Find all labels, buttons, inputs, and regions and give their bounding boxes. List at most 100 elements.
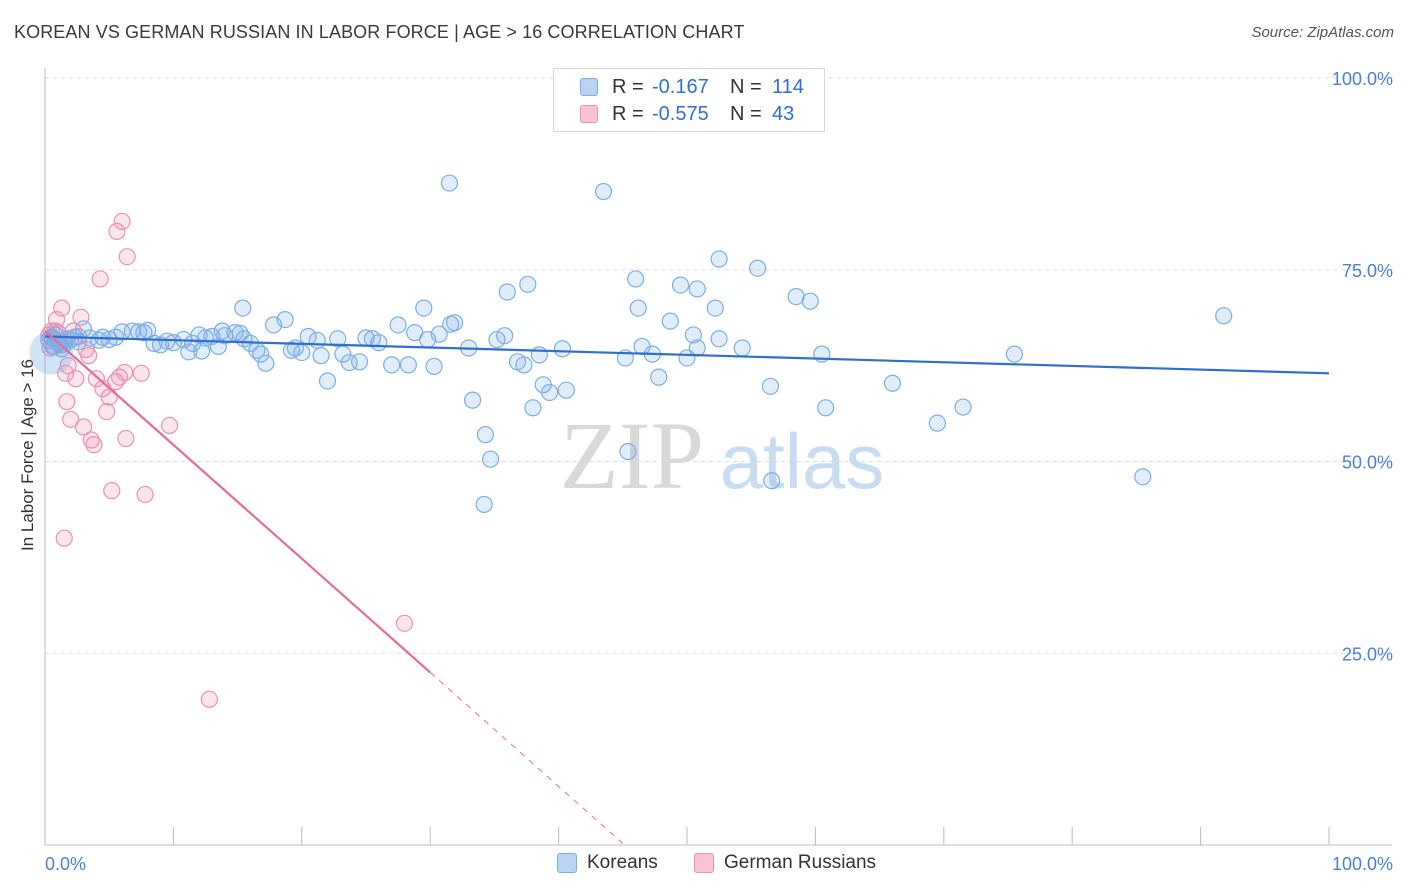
koreans-point — [954, 398, 972, 416]
german-russians-legend-swatch — [694, 853, 714, 873]
legend-r-value: -0.167 — [652, 75, 709, 98]
koreans-point — [710, 330, 728, 348]
watermark-atlas: atlas — [720, 417, 885, 505]
legend-r-label: R = — [612, 75, 644, 98]
koreans-point — [389, 316, 407, 334]
series-legend: Koreans German Russians — [0, 852, 1406, 878]
koreans-point — [53, 340, 71, 358]
german-russians-point — [58, 393, 76, 411]
koreans-point — [476, 426, 495, 444]
koreans-point — [399, 356, 417, 374]
koreans-point — [629, 299, 647, 317]
koreans-point — [627, 270, 645, 288]
german-russians-point — [87, 370, 105, 388]
y-tick-label: 50.0% — [1342, 453, 1393, 473]
y-tick-label: 100.0% — [1332, 69, 1393, 89]
koreans-point — [496, 327, 514, 345]
koreans-point — [688, 280, 706, 298]
x-tick-label: 0.0% — [45, 854, 86, 874]
german-russians-point — [103, 482, 121, 500]
german-russians-trend-line — [44, 330, 431, 674]
koreans-point — [180, 343, 198, 361]
legend-r-value: -0.575 — [652, 102, 709, 125]
koreans-point — [684, 326, 703, 344]
german-russians-point — [117, 429, 135, 448]
koreans-point — [370, 334, 388, 352]
y-tick-label: 25.0% — [1342, 644, 1393, 664]
koreans-point — [308, 331, 326, 349]
koreans-point — [671, 276, 690, 294]
koreans-point — [801, 292, 819, 310]
koreans-point — [445, 314, 464, 332]
german-russians-point — [67, 370, 85, 388]
legend-n-label: N = — [730, 75, 762, 98]
koreans-point — [1215, 307, 1233, 325]
tick-labels: 25.0% 50.0% 75.0% 100.0% 0.0% 100.0% — [45, 69, 1393, 874]
german-russians-swatch — [580, 105, 598, 123]
koreans-point — [463, 391, 482, 409]
koreans-point — [193, 342, 211, 360]
german-russians-point — [160, 416, 179, 435]
koreans-swatch — [580, 78, 598, 96]
koreans-point — [1134, 468, 1152, 486]
german-russians-point — [116, 363, 134, 382]
legend-item-german-russians[interactable]: German Russians — [694, 852, 876, 874]
legend-r-label: R = — [612, 102, 644, 125]
koreans-point — [557, 381, 575, 399]
legend-n-value: 43 — [772, 102, 795, 125]
legend-row-koreans: R = -0.167 N = 114 — [554, 74, 804, 100]
koreans-point — [350, 353, 369, 371]
german-russians-point — [100, 388, 118, 406]
german-russians-trend-extension — [429, 672, 624, 844]
koreans-point — [257, 354, 275, 372]
koreans-point — [553, 340, 572, 358]
watermark-zip: ZIP — [560, 402, 704, 509]
koreans-point — [524, 399, 542, 417]
koreans-point — [276, 311, 294, 329]
koreans-point — [1005, 345, 1024, 363]
koreans-point — [312, 347, 330, 365]
german-russians-point — [110, 368, 129, 386]
koreans-point — [763, 472, 781, 490]
koreans-point — [541, 383, 559, 402]
german-russians-point — [85, 436, 103, 454]
german-russians-point — [200, 690, 218, 708]
koreans-point — [440, 174, 459, 192]
german-russians-point — [118, 248, 136, 266]
koreans-point — [650, 368, 668, 386]
axes — [44, 68, 1392, 846]
source-label: Source: ZipAtlas.com — [1251, 24, 1394, 41]
german-russians-point — [395, 614, 414, 632]
koreans-trend-line — [44, 335, 1330, 375]
legend-item-koreans[interactable]: Koreans — [557, 852, 658, 874]
koreans-point — [425, 357, 443, 375]
koreans-legend-swatch — [557, 853, 577, 873]
koreans-point — [688, 339, 706, 357]
koreans-point — [817, 399, 835, 417]
trend-lines — [44, 330, 1330, 844]
koreans-point — [430, 325, 448, 343]
koreans-point — [293, 343, 311, 362]
koreans-point — [329, 330, 347, 348]
legend-row-german-russians: R = -0.575 N = 43 — [554, 101, 794, 127]
koreans-point — [710, 250, 728, 268]
chart-title: KOREAN VS GERMAN RUSSIAN IN LABOR FORCE … — [14, 22, 745, 42]
gridlines — [45, 77, 1392, 654]
koreans-point — [661, 312, 679, 330]
german-russians-point — [59, 357, 77, 375]
x-tick-label: 100.0% — [1332, 854, 1393, 874]
koreans-point — [213, 322, 231, 340]
koreans-point — [226, 324, 244, 342]
german-russians-legend-label: German Russians — [724, 852, 877, 873]
german-russians-point — [91, 270, 109, 288]
koreans-point — [761, 377, 780, 395]
legend-n-value: 114 — [772, 75, 804, 98]
german-russians-point — [53, 299, 71, 317]
german-russians-point — [132, 364, 150, 382]
german-russians-point — [136, 485, 154, 504]
koreans-legend-label: Koreans — [587, 852, 658, 873]
watermark: ZIP atlas — [560, 402, 884, 509]
koreans-point — [515, 356, 533, 374]
koreans-point — [519, 275, 537, 293]
